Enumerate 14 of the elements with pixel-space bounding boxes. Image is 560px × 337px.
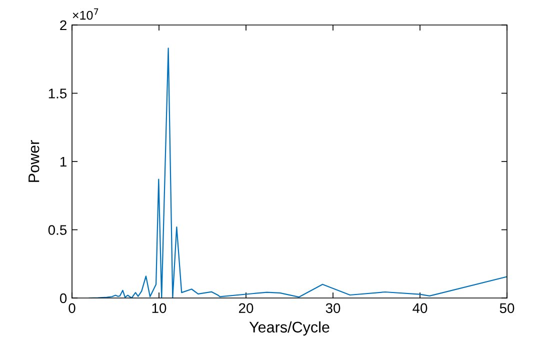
y-axis-title: Power [28,140,40,182]
x-tick-label: 10 [152,303,166,314]
text: ×10$^{7}$ [72,8,98,20]
x-tick-label: 0 [68,303,76,314]
x-axis-title: Years/Cycle [249,321,330,336]
y-tick-label: 0 [60,293,67,304]
y-tick-label: 1 [60,156,66,167]
x-tick-label: 30 [326,303,340,314]
y-tick-label: 1.5 [48,88,67,98]
x-tick-label: 50 [500,303,514,314]
x-tick-label: 20 [238,303,254,314]
x-tick-label: 40 [412,303,428,314]
y-tick-label: 2 [60,20,66,30]
y-tick-label: 0.5 [48,225,67,235]
